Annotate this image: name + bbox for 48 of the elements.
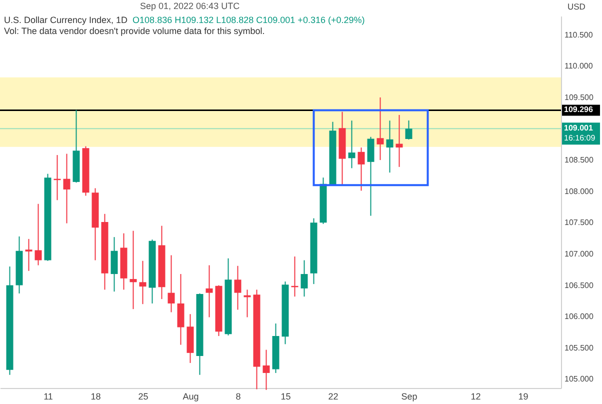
y-tick-label: 110.500 [564,30,594,40]
candlestick [300,260,308,298]
annotation: Vol: The data vendor doesn't provide volume data for this symbol. [4,26,265,36]
candlestick [206,264,213,318]
y-tick-label: 108.000 [564,186,594,196]
y-tick-label: 106.500 [564,280,594,290]
y-tick-label: 105.500 [564,343,594,352]
x-tick-label: 8 [236,392,241,402]
candlestick [367,136,374,216]
candlestick [110,236,118,292]
y-tick-label: 106.000 [564,312,594,322]
candlestick [386,120,394,174]
text: Sep 01, 2022 06:43 UTC [140,1,240,11]
candlestick [262,349,270,390]
x-tick-label: 12 [470,392,481,402]
x-tick-label: 18 [90,392,101,402]
y-axis-title: USD [568,2,586,12]
y-tick-label: 107.000 [564,249,594,258]
y-tick-label: 105.000 [564,374,594,384]
candlestick [405,120,412,140]
candlestick [358,147,365,192]
chart-title: U.S. Dollar Currency Index, 1D [4,15,128,25]
x-tick-label: 25 [138,392,148,402]
candlestick [25,238,32,272]
y-tick-label: 110.000 [564,62,594,71]
candlestick [376,96,384,161]
candlestick [234,265,242,310]
annotation: O108.836 H109.132 L108.828 C109.001 +0.316 (+0.29%) [132,15,365,25]
candlestick [63,153,70,224]
y-tick-label: 108.500 [564,156,594,165]
ref-line-label: 109.001 [564,124,594,133]
candlestick [130,230,137,310]
y-tick-label: 109.500 [564,92,594,102]
x-tick-label: 19 [518,392,528,402]
text: 16:16:09 [564,134,596,143]
candlestick [168,254,175,313]
y-tick-label: 107.500 [564,218,594,228]
x-tick-label: 11 [44,392,53,402]
candlestick [348,120,356,169]
x-tick-label: 22 [328,392,338,402]
ref-line-label: 109.296 [564,105,594,114]
x-tick-label: Sep [401,392,418,402]
x-tick-label: 15 [280,392,291,402]
candlestick [177,274,184,346]
candlestick [139,260,146,305]
x-tick-label: Aug [182,392,199,402]
candlestick [34,203,42,266]
candlestick [396,114,403,168]
